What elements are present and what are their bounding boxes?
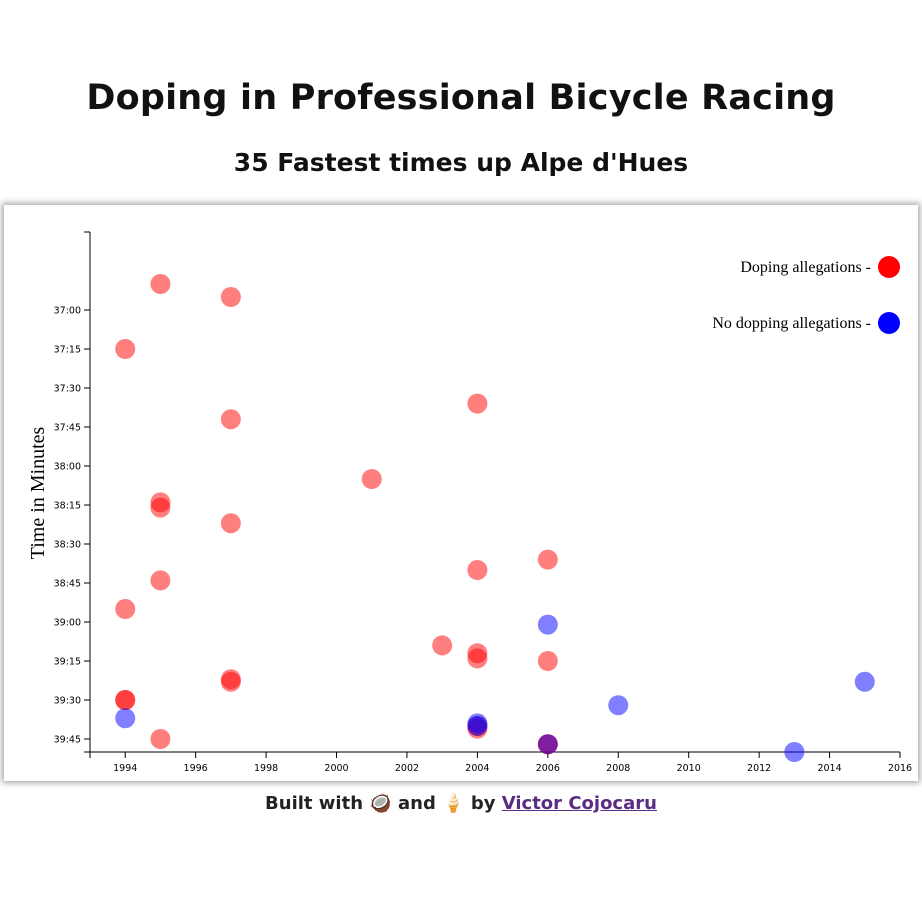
- footer-by: by: [470, 793, 496, 814]
- legend: Doping allegations - No dopping allegatio…: [712, 256, 900, 334]
- no-doping-point[interactable]: [115, 708, 136, 729]
- chart-panel: 37:00 37:15 37:30 37:45 38:00 38:15 38:30 38:45…: [4, 205, 918, 781]
- y-tick-label: 39:45: [54, 735, 81, 746]
- x-tick-label: 1998: [254, 763, 278, 774]
- x-tick-label: 2006: [536, 763, 560, 774]
- doping-point[interactable]: [220, 287, 241, 307]
- doping-point[interactable]: [220, 409, 241, 430]
- legend-swatch: [878, 312, 900, 334]
- y-tick-label: 38:30: [54, 540, 81, 551]
- doping-point[interactable]: [115, 599, 136, 619]
- x-tick-label: 2014: [817, 763, 841, 774]
- y-tick-label: 38:15: [54, 501, 81, 512]
- x-tick-label: 2000: [324, 763, 348, 774]
- y-tick-label: 38:45: [54, 579, 81, 590]
- y-tick-label: 38:00: [54, 462, 81, 473]
- no-doping-point[interactable]: [467, 716, 488, 736]
- footer-built-with: Built with: [265, 793, 364, 814]
- doping-point[interactable]: [467, 648, 488, 669]
- doping-point[interactable]: [150, 570, 171, 591]
- y-tick-label: 37:15: [54, 345, 81, 356]
- legend-label: Doping allegations -: [740, 259, 871, 276]
- y-axis-label: Time in Minutes: [27, 426, 49, 559]
- legend-label: No dopping allegations -: [712, 315, 871, 332]
- doping-point[interactable]: [150, 497, 171, 518]
- chart-subtitle: 35 Fastest times up Alpe d'Hues: [233, 148, 689, 177]
- footer-and: and: [398, 793, 436, 814]
- footer: Built with 🥥 and 🍦 by Victor Cojocaru: [0, 793, 922, 814]
- y-tick-label: 39:00: [54, 618, 81, 629]
- doping-point[interactable]: [220, 513, 241, 534]
- doping-point[interactable]: [537, 651, 558, 671]
- x-tick-label: 1996: [184, 763, 208, 774]
- doping-point[interactable]: [537, 549, 558, 570]
- y-axis: 37:00 37:15 37:30 37:45 38:00 38:15 38:30 38:45…: [54, 231, 91, 753]
- y-tick-label: 39:30: [54, 696, 81, 707]
- y-tick-label: 39:15: [54, 657, 81, 668]
- x-tick-label: 2008: [606, 763, 630, 774]
- doping-point[interactable]: [115, 690, 136, 710]
- data-points: [115, 274, 875, 762]
- doping-point[interactable]: [432, 635, 453, 656]
- y-tick-label: 37:00: [54, 306, 81, 317]
- no-doping-point[interactable]: [537, 734, 558, 755]
- no-doping-point[interactable]: [537, 614, 558, 635]
- doping-point[interactable]: [150, 274, 171, 294]
- x-tick-label: 1994: [113, 763, 137, 774]
- no-doping-point[interactable]: [854, 671, 875, 692]
- x-tick-label: 2004: [465, 763, 489, 774]
- x-tick-label: 2002: [395, 763, 419, 774]
- ice-cream-icon: 🍦: [442, 793, 465, 814]
- x-tick-label: 2012: [747, 763, 771, 774]
- x-tick-label: 2016: [888, 763, 912, 774]
- doping-point[interactable]: [361, 469, 382, 489]
- doping-point[interactable]: [115, 339, 136, 359]
- scatter-plot: 37:00 37:15 37:30 37:45 38:00 38:15 38:30 38:45…: [27, 231, 912, 774]
- legend-swatch: [878, 256, 900, 278]
- y-tick-label: 37:30: [54, 384, 81, 395]
- doping-point[interactable]: [220, 671, 241, 692]
- x-axis: 1994 1996 1998 2000 2002 2004 2006 2008 2010 2012…: [89, 751, 912, 774]
- y-tick-label: 37:45: [54, 423, 81, 434]
- x-tick-label: 2010: [677, 763, 701, 774]
- doping-point[interactable]: [467, 560, 488, 580]
- chart-title: Doping in Professional Bicycle Racing: [86, 78, 836, 118]
- no-doping-point[interactable]: [784, 742, 805, 762]
- doping-point[interactable]: [467, 393, 488, 414]
- no-doping-point[interactable]: [608, 695, 629, 716]
- coconut-icon: 🥥: [369, 793, 392, 814]
- author-link[interactable]: Victor Cojocaru: [501, 793, 657, 814]
- doping-point[interactable]: [150, 729, 171, 749]
